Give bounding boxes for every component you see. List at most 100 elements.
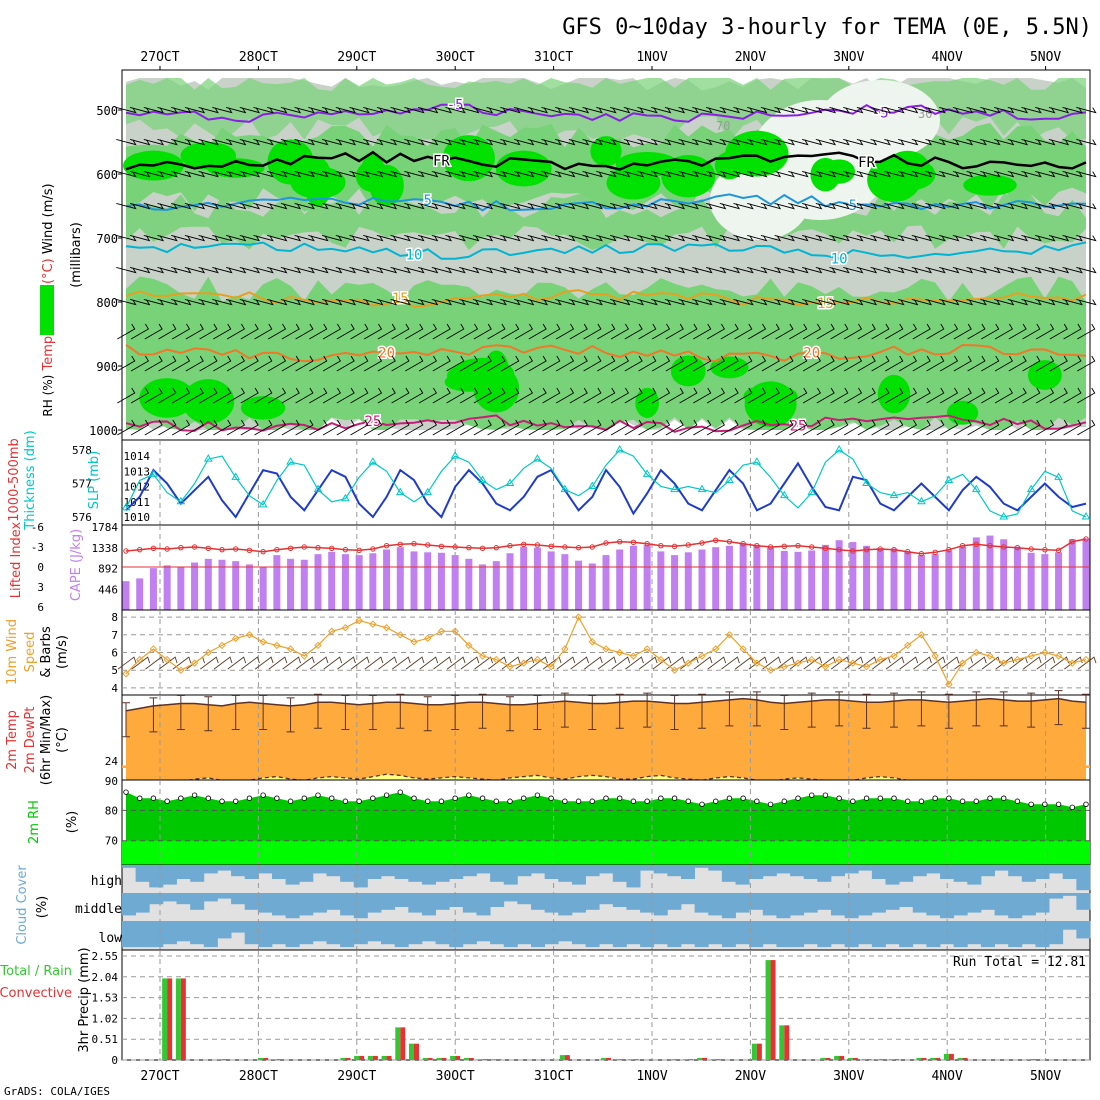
wind-barb [830,323,849,340]
cloud-cell-low [285,921,300,948]
rh2m-marker [1055,801,1062,807]
wind10-marker [739,645,747,653]
wind-barb [239,106,261,114]
date-label-top: 2NOV [735,50,766,65]
wind-barb [774,202,795,210]
wind-barb [761,419,780,436]
wind-barb [472,170,494,178]
wind-barb [993,106,1015,114]
wind10-barb [776,656,795,670]
cape-bar [149,568,157,610]
cloud-cell-high [912,865,927,877]
rh2m-marker [219,798,225,804]
lifted-marker [438,543,445,550]
precip-conv-bar [455,1055,461,1060]
temp-minmax-bar [1082,693,1090,729]
cloud-cell-low [271,921,287,945]
wind10-marker [300,652,308,660]
wind-barb [582,266,603,274]
precip-conv-bar [496,1059,502,1060]
cape-bar [602,555,610,610]
cloud-cell-high [626,865,641,888]
wind-barb [912,419,931,436]
cloud-cell-low [1062,921,1077,930]
wind-barb [953,355,972,372]
wind-barb [568,234,590,242]
wind-barb [459,266,480,274]
wind-barb [678,202,699,210]
precip-conv-bar [633,1059,639,1060]
precip-conv-bar [386,1055,392,1060]
wind10-marker [355,616,363,625]
wind-barb [294,298,315,306]
slp-marker [450,451,460,459]
wind-barb [445,202,466,210]
isotherm-label: 15 [392,291,409,307]
wind-barb [391,323,410,340]
cloud-cell-high [776,865,791,874]
wind-barb [116,298,137,306]
slp-marker [368,457,378,465]
wind-barb [926,323,945,340]
cape-bar [191,562,199,610]
wind-barb [391,355,410,372]
precip-frame [121,949,1091,1061]
wind-barb [143,170,165,178]
wind-barb [637,106,658,114]
lifted-marker [356,547,362,554]
wind-barb [664,234,686,242]
wind-barb [624,323,643,340]
rh2m-marker [205,795,211,801]
wind-barb [158,387,177,404]
wind10-marker [204,648,212,657]
wind-barb [225,266,247,274]
wind-barb [609,234,631,242]
wind-barb [760,298,782,306]
wind-barb [651,266,672,274]
wind-barb [225,234,247,242]
wind10-marker [122,670,130,678]
cloud-cell-middle [135,893,150,913]
rh-high-blob [877,374,911,414]
wind-barb [856,106,878,114]
lifted-marker [781,543,787,550]
wind-barb [541,298,562,306]
precip-total-bar [1026,1059,1032,1060]
precip-tick: 1.53 [92,992,119,1005]
cloud-cell-high [421,865,436,885]
isotherm-label: 25 [364,414,381,430]
precip-total-bar [175,978,181,1060]
cape-bar [506,553,514,610]
wind-barb [609,170,631,178]
wind-barb [116,202,137,210]
lifted-marker [822,545,829,552]
isotherm-label: 20 [378,346,395,362]
wind-barb [993,266,1015,274]
wind-barb [679,323,698,340]
cloud-cell-high [231,865,246,877]
wind-barb [568,202,590,210]
temp-minmax-bar [862,693,871,729]
lifted-marker [548,543,554,550]
precip-conv-bar [825,1057,831,1060]
cloud-layer-high: high [91,874,122,889]
wind10-barb [227,656,247,670]
rh2m-marker [246,795,253,801]
cape-bar [863,545,871,610]
wind-barb [705,298,727,306]
wind-barb [856,170,878,178]
cloud-cell-middle [231,893,246,905]
cloud-cell-middle [980,893,995,910]
wind-barb [610,323,630,340]
lifted-marker [836,546,842,553]
cloud-cell-high [408,865,423,882]
cloud-cell-middle [1062,893,1077,896]
cape-bar [328,551,336,610]
wind10-marker [259,638,267,646]
lifted-marker [1083,536,1089,542]
wind-barb [705,106,727,114]
cloud-cell-low [231,921,246,933]
wind-barb [349,170,370,178]
wind-barb [473,419,492,436]
wind-barb [981,387,1000,404]
